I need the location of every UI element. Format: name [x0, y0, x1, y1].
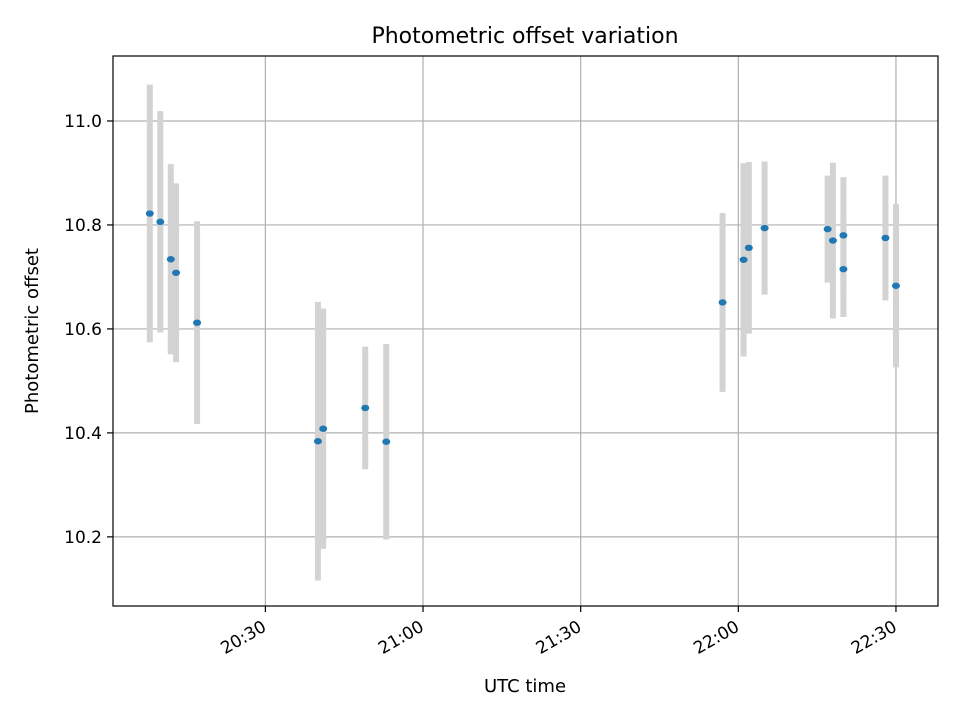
- data-point: [739, 256, 748, 263]
- data-point: [744, 244, 753, 252]
- data-point: [839, 232, 848, 239]
- y-tick-label: 10.6: [64, 320, 102, 340]
- data-point: [361, 404, 370, 412]
- data-point: [172, 269, 181, 276]
- y-axis-label: Photometric offset: [22, 248, 43, 414]
- data-point: [828, 237, 837, 244]
- x-tick-label: 21:30: [533, 617, 585, 659]
- data-point: [313, 438, 322, 445]
- data-point: [718, 299, 727, 306]
- data-point: [823, 225, 832, 233]
- data-points: [145, 210, 900, 445]
- y-tick-label: 10.4: [64, 424, 102, 444]
- data-point: [382, 438, 391, 445]
- data-point: [166, 256, 175, 263]
- data-point: [839, 265, 848, 273]
- data-point: [156, 218, 165, 226]
- data-point: [145, 210, 154, 217]
- chart-title: Photometric offset variation: [371, 24, 678, 49]
- x-tick-label: 21:00: [375, 617, 427, 659]
- x-axis-label: UTC time: [484, 676, 566, 697]
- data-point: [193, 319, 202, 326]
- y-axis-ticks: 10.2 10.4 10.6 10.8 11.0: [64, 112, 113, 548]
- error-bars: [146, 84, 899, 581]
- x-tick-label: 22:00: [690, 617, 742, 659]
- x-tick-label: 20:30: [217, 617, 269, 659]
- data-point: [881, 234, 890, 242]
- y-tick-label: 11.0: [64, 112, 102, 132]
- plot-frame: [112, 55, 939, 607]
- y-tick-label: 10.8: [64, 216, 102, 236]
- grid: [113, 56, 938, 606]
- data-point: [319, 425, 328, 432]
- y-tick-label: 10.2: [64, 528, 102, 548]
- data-point: [760, 224, 769, 232]
- x-axis-ticks: 20:30 21:00 21:30 22:00 22:30: [217, 606, 900, 659]
- x-tick-label: 22:30: [848, 617, 900, 659]
- data-point: [891, 282, 900, 289]
